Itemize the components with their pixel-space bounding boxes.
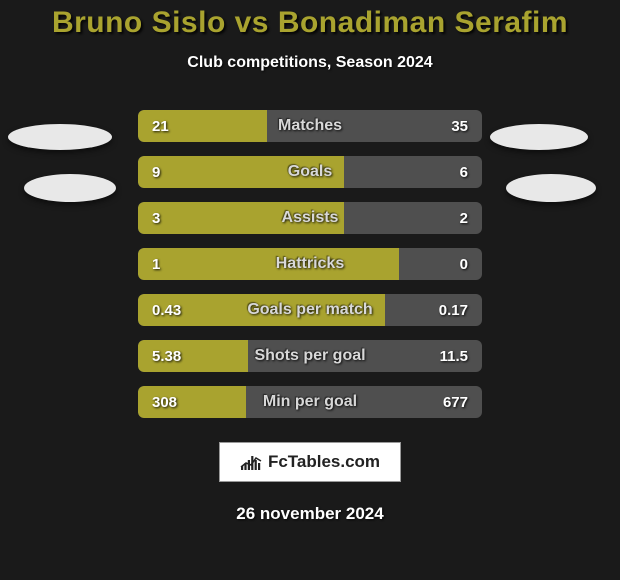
stat-label: Hattricks: [138, 248, 482, 280]
stat-row: Hattricks1 0: [0, 248, 620, 280]
bar-track: Goals9 6: [138, 156, 482, 188]
avatar: [8, 124, 112, 150]
subtitle: Club competitions, Season 2024: [0, 54, 620, 72]
stat-value-right: 35: [437, 110, 482, 142]
stat-value-right: 677: [429, 386, 482, 418]
avatar: [506, 174, 596, 202]
stat-row: Goals per match0.430.17: [0, 294, 620, 326]
bar-track: Min per goal308677: [138, 386, 482, 418]
avatar: [24, 174, 116, 202]
stat-value-left: 21: [138, 110, 183, 142]
stat-value-right: 0: [446, 248, 482, 280]
stat-value-right: 6: [446, 156, 482, 188]
stat-value-right: 2: [446, 202, 482, 234]
stat-value-left: 1: [138, 248, 174, 280]
avatar: [490, 124, 588, 150]
bar-track: Goals per match0.430.17: [138, 294, 482, 326]
stat-value-right: 0.17: [425, 294, 482, 326]
bar-track: Hattricks1 0: [138, 248, 482, 280]
brand-text: FcTables.com: [268, 452, 380, 472]
stat-value-left: 308: [138, 386, 191, 418]
stat-row: Shots per goal5.3811.5: [0, 340, 620, 372]
bar-track: Matches21 35: [138, 110, 482, 142]
stat-row: Assists3 2: [0, 202, 620, 234]
stat-label: Goals: [138, 156, 482, 188]
brand-badge: FcTables.com: [219, 442, 401, 482]
bar-track: Assists3 2: [138, 202, 482, 234]
bar-chart-icon: [240, 453, 262, 471]
stat-label: Matches: [138, 110, 482, 142]
stat-value-left: 0.43: [138, 294, 195, 326]
stat-value-left: 5.38: [138, 340, 195, 372]
stat-row: Min per goal308677: [0, 386, 620, 418]
stat-value-right: 11.5: [426, 340, 482, 372]
page-title: Bruno Sislo vs Bonadiman Serafim: [0, 0, 620, 40]
comparison-chart: Matches21 35 Goals9 6 Assists3 2 Hattricks1 0 Go…: [0, 110, 620, 418]
stat-label: Assists: [138, 202, 482, 234]
stat-value-left: 3: [138, 202, 174, 234]
stat-value-left: 9: [138, 156, 174, 188]
bar-track: Shots per goal5.3811.5: [138, 340, 482, 372]
date-label: 26 november 2024: [0, 504, 620, 524]
